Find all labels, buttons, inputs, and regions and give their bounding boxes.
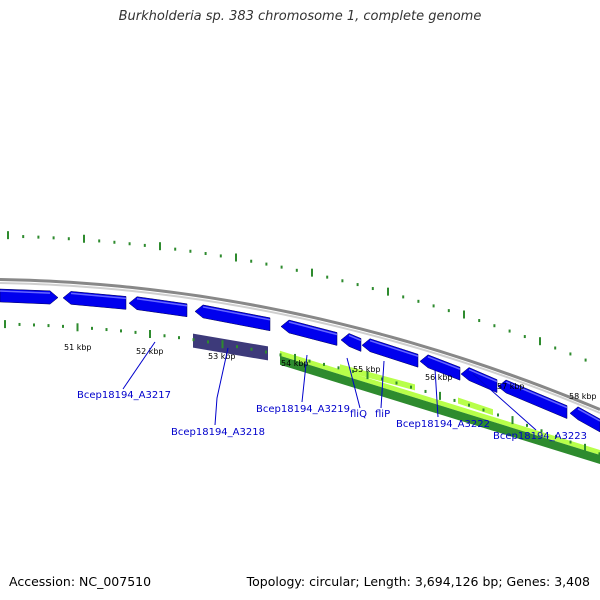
leader-line-5	[380, 360, 385, 409]
cds-arrow-10	[497, 379, 568, 419]
tick-label-7: 57 kbp	[497, 382, 525, 391]
cds-arrow-8	[419, 354, 461, 381]
feature-band-green	[280, 355, 600, 464]
tick-label-8: 58 kbp	[569, 392, 597, 401]
cds-arrow-11-highlight	[577, 408, 600, 422]
tick-label-6: 56 kbp	[425, 373, 453, 382]
cds-arrow-2-highlight	[70, 292, 127, 300]
feature-track	[0, 288, 600, 464]
cds-arrow-1-highlight	[0, 290, 51, 294]
backbone	[0, 278, 600, 414]
gene-label-4: fliQ	[350, 409, 367, 420]
gene-label-1: Bcep18194_A3217	[77, 390, 171, 401]
leader-line-6	[434, 368, 439, 418]
leader-line-1	[122, 341, 156, 390]
tick-label-3: 53 kbp	[208, 352, 236, 361]
leader-line-2	[214, 347, 229, 426]
gene-label-6: Bcep18194_A3222	[396, 419, 490, 430]
map-title: Burkholderia sp. 383 chromosome 1, compl…	[118, 9, 482, 24]
gene-label-5: fliP	[375, 409, 390, 420]
cds-arrow-5-highlight	[288, 321, 338, 336]
cds-arrow-2	[62, 291, 127, 310]
tick-label-2: 52 kbp	[136, 347, 164, 356]
cds-arrow-4	[194, 304, 271, 332]
tick-label-1: 51 kbp	[64, 343, 92, 352]
tick-label-5: 55 kbp	[353, 365, 381, 374]
backbone-outer	[0, 278, 600, 411]
cds-arrow-8-highlight	[427, 356, 461, 370]
leader-line-7	[472, 373, 537, 431]
cds-arrow-3	[128, 296, 188, 318]
gene-label-2: Bcep18194_A3218	[171, 427, 265, 438]
cds-arrow-7-highlight	[369, 340, 419, 357]
leader-line-3	[301, 354, 308, 403]
cds-arrow-9-highlight	[468, 368, 498, 383]
cds-arrow-5	[280, 319, 338, 346]
gene-label-7: Bcep18194_A3223	[493, 431, 587, 442]
gene-label-3: Bcep18194_A3219	[256, 404, 350, 415]
gene-labels: Bcep18194_A3217 Bcep18194_A3218 Bcep18194_…	[77, 390, 587, 442]
cds-arrow-9	[460, 367, 498, 394]
cds-arrow-10-highlight	[505, 381, 568, 409]
cds-arrow-3-highlight	[136, 297, 188, 307]
topology-summary: Topology: circular; Length: 3,694,126 bp…	[246, 574, 590, 589]
outer-tick-marks	[7, 231, 587, 362]
feature-band-light	[280, 350, 600, 455]
accession-text: Accession: NC_007510	[9, 574, 152, 589]
cds-arrow-6-highlight	[348, 334, 362, 342]
feature-band-A3218	[193, 333, 268, 361]
cds-arrow-11	[569, 406, 600, 433]
leader-line-4	[346, 357, 361, 409]
cds-arrow-7	[361, 338, 419, 368]
label-leader-lines	[122, 341, 537, 431]
cds-arrow-4-highlight	[202, 306, 271, 321]
backbone-inner	[0, 282, 600, 414]
tick-label-4: 54 kbp	[281, 359, 309, 368]
tick-labels: 51 kbp 52 kbp 53 kbp 54 kbp 55 kbp 56 kbp 57 k…	[64, 343, 597, 401]
